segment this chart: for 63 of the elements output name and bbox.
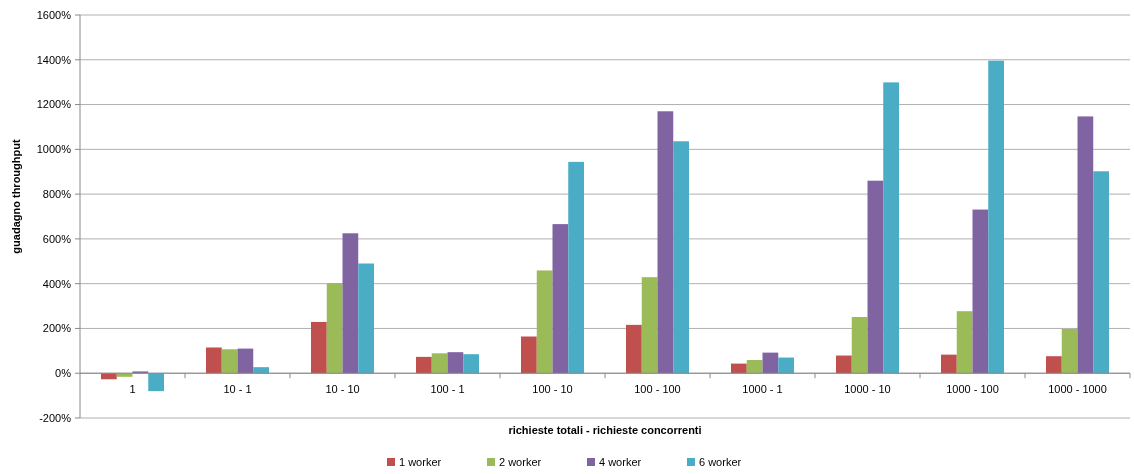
bar	[1046, 356, 1062, 374]
x-tick-label: 1	[129, 383, 136, 396]
bar	[746, 360, 763, 374]
y-tick-label: 200%	[42, 322, 72, 335]
bar	[1093, 171, 1109, 374]
bar	[673, 141, 689, 374]
bar	[552, 224, 569, 374]
bar	[416, 356, 432, 374]
legend-label: 1 worker	[399, 456, 442, 468]
bar	[521, 336, 537, 374]
y-tick-label: 1600%	[36, 8, 72, 21]
y-tick-label: 0%	[55, 367, 72, 380]
x-tick-label: 1000 - 10	[844, 383, 891, 396]
x-tick-label: 100 - 10	[532, 383, 573, 396]
y-tick-label: 600%	[42, 232, 72, 245]
legend-label: 2 worker	[499, 456, 542, 468]
bar	[731, 363, 747, 374]
x-tick-label: 100 - 100	[634, 383, 681, 396]
bar	[851, 317, 868, 374]
bar	[311, 321, 327, 374]
bar	[568, 161, 584, 374]
bar	[956, 311, 973, 374]
bar	[206, 347, 222, 374]
bar	[221, 349, 238, 374]
bar	[867, 180, 884, 374]
bar	[326, 283, 343, 374]
bar	[836, 355, 852, 374]
bar	[883, 82, 899, 374]
y-tick-label: 1400%	[36, 53, 72, 66]
y-axis-title: guadagno throughput	[10, 139, 22, 254]
bar	[463, 354, 479, 374]
x-axis-title: richieste totali - richieste concorrenti	[508, 424, 702, 436]
x-tick-label: 1000 - 100	[946, 383, 999, 396]
bar	[431, 353, 448, 374]
x-tick-label: 100 - 1	[430, 383, 465, 396]
y-tick-label: 800%	[42, 187, 72, 200]
x-tick-label: 1000 - 1000	[1048, 383, 1107, 396]
bar	[941, 354, 957, 374]
x-tick-label: 10 - 1	[223, 383, 252, 396]
bar	[1077, 116, 1094, 374]
bar	[342, 233, 359, 374]
y-tick-label: -200%	[39, 411, 72, 424]
bar	[641, 277, 658, 374]
x-tick-label: 10 - 10	[325, 383, 360, 396]
bar	[626, 324, 642, 374]
y-tick-label: 1200%	[36, 98, 72, 111]
bar	[1061, 328, 1078, 374]
bar	[536, 270, 553, 374]
y-tick-label: 1000%	[36, 143, 72, 156]
bar	[447, 352, 464, 374]
bar	[988, 60, 1004, 374]
bar	[972, 209, 989, 374]
bar	[358, 263, 374, 374]
bar	[657, 111, 674, 374]
bar	[148, 373, 164, 392]
bar	[253, 367, 269, 374]
bar	[762, 352, 779, 374]
legend-label: 4 worker	[599, 456, 642, 468]
bar	[237, 348, 254, 374]
y-tick-label: 400%	[42, 277, 72, 290]
x-tick-label: 1000 - 1	[742, 383, 783, 396]
legend-label: 6 worker	[699, 456, 742, 468]
bar	[778, 357, 794, 374]
